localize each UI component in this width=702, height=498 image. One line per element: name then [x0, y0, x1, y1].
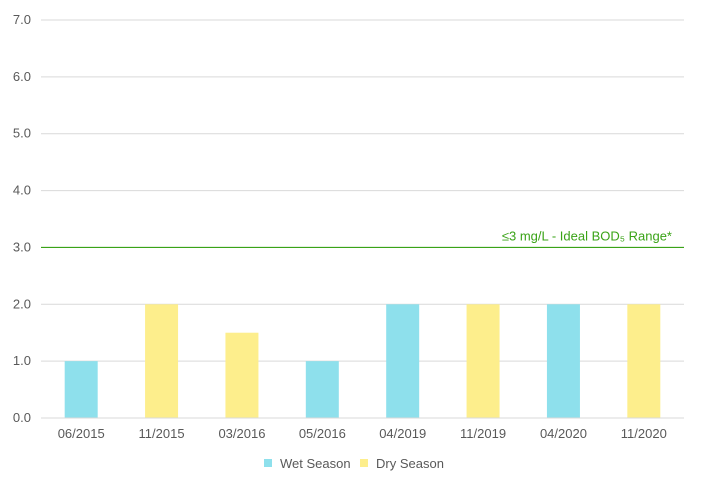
- x-tick-label: 11/2019: [460, 426, 506, 441]
- bar-dry-season-11-2019: [466, 304, 500, 418]
- axes: 0.0 1.0 2.0 3.0 4.0 5.0 6.0 7.0 06/2015 11/2015 03…: [13, 12, 684, 441]
- x-tick-label: 03/2016: [218, 426, 265, 441]
- x-tick-label: 11/2020: [621, 426, 667, 441]
- bar-wet-season-04-2020: [546, 304, 580, 418]
- bar-dry-season-11-2020: [627, 304, 661, 418]
- x-tick-label: 06/2015: [58, 426, 105, 441]
- legend-swatch-wet-season: [264, 459, 272, 467]
- x-tick-label: 05/2016: [299, 426, 346, 441]
- x-tick-label: 11/2015: [139, 426, 185, 441]
- bars: [64, 304, 661, 418]
- y-tick-label: 3.0: [13, 239, 31, 254]
- y-tick-label: 6.0: [13, 69, 31, 84]
- reference-line-group: ≤3 mg/L - Ideal BOD₅ Range*: [41, 228, 684, 249]
- x-tick-label: 04/2020: [540, 426, 587, 441]
- bar-wet-season-06-2015: [64, 361, 98, 418]
- gridlines: [41, 19, 684, 362]
- bar-wet-season-05-2016: [305, 361, 339, 418]
- bar-dry-season-11-2015: [145, 304, 179, 418]
- bar-wet-season-04-2019: [386, 304, 420, 418]
- y-tick-label: 0.0: [13, 410, 31, 425]
- bar-dry-season-03-2016: [225, 332, 259, 418]
- y-tick-label: 7.0: [13, 12, 31, 27]
- y-tick-label: 4.0: [13, 183, 31, 198]
- y-tick-label: 1.0: [13, 353, 31, 368]
- legend-label-wet-season: Wet Season: [280, 456, 351, 471]
- legend-swatch-dry-season: [360, 459, 368, 467]
- x-tick-label: 04/2019: [379, 426, 426, 441]
- legend-label-dry-season: Dry Season: [376, 456, 444, 471]
- legend: Wet Season Dry Season: [264, 456, 444, 471]
- y-tick-label: 5.0: [13, 126, 31, 141]
- y-tick-label: 2.0: [13, 296, 31, 311]
- reference-line-label: ≤3 mg/L - Ideal BOD₅ Range*: [502, 228, 672, 243]
